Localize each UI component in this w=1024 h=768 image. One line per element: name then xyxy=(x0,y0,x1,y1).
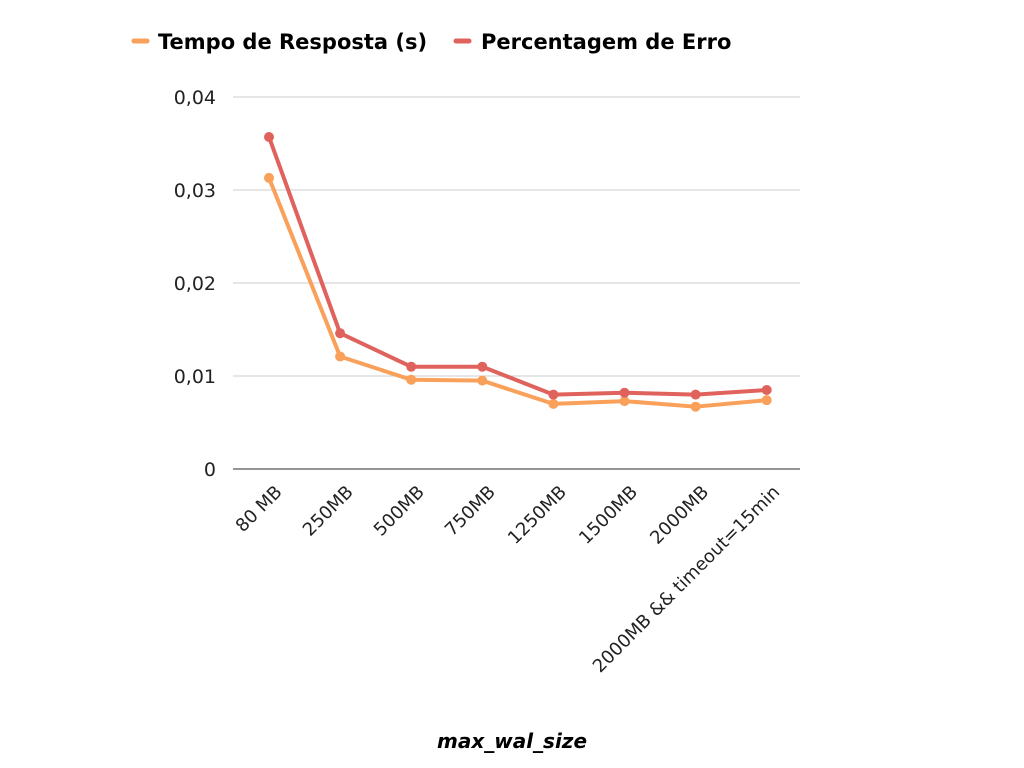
x-tick-label: 500MB xyxy=(370,482,429,541)
y-tick-label: 0 xyxy=(204,459,216,481)
series-lines xyxy=(264,131,772,412)
x-tick-label: 750MB xyxy=(441,482,500,541)
data-point xyxy=(548,398,559,409)
y-tick-label: 0,02 xyxy=(174,273,216,295)
data-point xyxy=(477,375,488,386)
x-axis-label: max_wal_size xyxy=(437,729,587,753)
x-axis-ticks: 80 MB 250MB 500MB 750MB 1250MB 1500MB 2000MB20… xyxy=(232,482,785,677)
y-axis-ticks: 0 0,01 0,02 0,03 0,04 xyxy=(174,87,216,481)
data-point xyxy=(335,328,346,339)
y-tick-label: 0,04 xyxy=(174,87,216,109)
y-tick-label: 0,03 xyxy=(174,180,216,202)
data-point xyxy=(406,374,417,385)
series-1 xyxy=(264,131,772,400)
data-point xyxy=(477,361,488,372)
legend: Tempo de Resposta (s) Percentagem de Erro xyxy=(131,30,731,54)
legend-label: Tempo de Resposta (s) xyxy=(158,30,427,54)
series-line xyxy=(267,175,769,409)
x-tick-label: 80 MB xyxy=(232,482,287,537)
series-0 xyxy=(264,172,772,412)
data-point xyxy=(406,361,417,372)
legend-label: Percentagem de Erro xyxy=(481,30,731,54)
data-point xyxy=(619,387,630,398)
data-point xyxy=(335,351,346,362)
legend-item: Percentagem de Erro xyxy=(453,30,731,54)
data-point xyxy=(548,389,559,400)
x-tick-label: 1500MB xyxy=(575,482,642,549)
grid-lines xyxy=(233,96,800,470)
data-point xyxy=(264,172,274,183)
x-tick-label: 250MB xyxy=(299,482,358,541)
data-point xyxy=(690,389,701,400)
data-point xyxy=(761,395,772,406)
x-tick-label: 2000MB xyxy=(646,482,713,549)
legend-item: Tempo de Resposta (s) xyxy=(131,30,427,54)
series-line xyxy=(267,134,769,397)
y-tick-label: 0,01 xyxy=(174,366,216,388)
data-point xyxy=(690,401,701,412)
data-point xyxy=(619,396,630,407)
x-tick-label: 1250MB xyxy=(504,482,571,549)
data-point xyxy=(761,384,772,395)
data-point xyxy=(264,131,274,142)
